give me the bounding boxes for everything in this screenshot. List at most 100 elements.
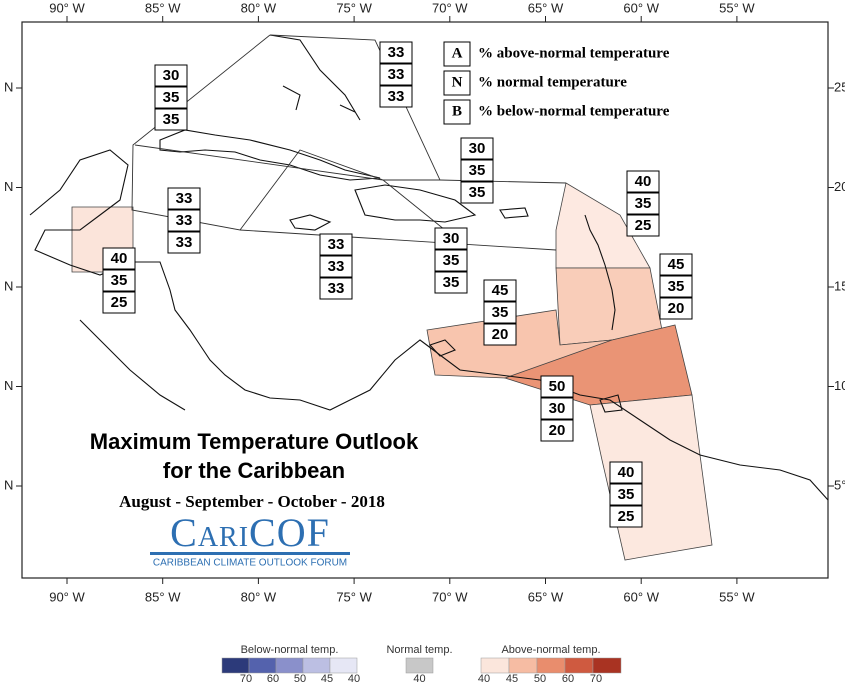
- colorbar-tick: 60: [267, 673, 279, 684]
- colorbar: Below-normal temp. 70 60 50 45 40 Normal temp.…: [221, 644, 622, 684]
- legend: A % above-normal temperature N % normal tem…: [443, 41, 670, 125]
- probability-cell: [167, 231, 201, 254]
- colorbar-tick: 45: [321, 673, 333, 684]
- coastlines: [29, 34, 829, 501]
- lat-label: N: [4, 278, 13, 293]
- probability-cell: [154, 86, 188, 109]
- season: August - September - October - 2018: [119, 492, 385, 511]
- probability-cell: [167, 187, 201, 210]
- probability-cell: [379, 41, 413, 64]
- probability-value: 33: [388, 66, 405, 83]
- probability-cell: [102, 247, 136, 270]
- probability-value: 33: [176, 234, 193, 251]
- lat-label: 5°: [834, 477, 845, 492]
- probability-value: 30: [443, 230, 460, 247]
- probability-value: 20: [492, 326, 509, 343]
- probability-value: 25: [635, 217, 652, 234]
- colorbar-swatch: [508, 657, 538, 674]
- lat-label: N: [4, 179, 13, 194]
- probability-cell: [434, 227, 468, 250]
- lat-label: 25: [834, 79, 845, 94]
- probability-value: 33: [388, 88, 405, 105]
- colorbar-tick: 70: [590, 673, 602, 684]
- lon-label: 70° W: [432, 589, 468, 604]
- lat-label: N: [4, 378, 13, 393]
- probability-value: 20: [549, 422, 566, 439]
- probability-value: 35: [163, 89, 180, 106]
- legend-key: N: [452, 74, 463, 90]
- colorbar-tick: 40: [348, 673, 360, 684]
- colorbar-swatch: [564, 657, 594, 674]
- lon-label: 80° W: [241, 0, 277, 15]
- probability-value: 35: [618, 486, 635, 503]
- colorbar-tick: 50: [534, 673, 546, 684]
- lon-label: 65° W: [528, 589, 564, 604]
- probability-cell: [154, 108, 188, 131]
- lon-label: 75° W: [336, 0, 372, 15]
- lon-label: 60° W: [623, 0, 659, 15]
- probability-value: 45: [668, 256, 685, 273]
- colorbar-swatch: [221, 657, 250, 674]
- probability-cell: [460, 159, 494, 182]
- colorbar-swatch: [405, 657, 434, 674]
- probability-cell: [659, 253, 693, 276]
- probability-value: 30: [163, 67, 180, 84]
- lat-label: 10: [834, 378, 845, 393]
- probability-cell: [102, 291, 136, 314]
- colorbar-tick: 45: [506, 673, 518, 684]
- probability-cell: [626, 170, 660, 193]
- lat-label: N: [4, 79, 13, 94]
- probability-cell: [483, 323, 517, 346]
- probability-boxes: 33 33 33 30 35 35 40 35 25 33 33 33 33 33 33 30 35 35 30 35…: [102, 41, 693, 528]
- legend-key: B: [452, 103, 462, 119]
- probability-cell: [659, 275, 693, 298]
- probability-value: 40: [111, 250, 128, 267]
- probability-cell: [460, 137, 494, 160]
- colorbar-label: Normal temp.: [386, 644, 452, 656]
- probability-cell: [434, 271, 468, 294]
- probability-value: 30: [549, 400, 566, 417]
- legend-text: % normal temperature: [478, 74, 627, 90]
- probability-cell: [626, 192, 660, 215]
- title: Maximum Temperature Outlook: [90, 429, 419, 454]
- probability-cell: [609, 505, 643, 528]
- probability-value: 33: [328, 236, 345, 253]
- lon-label: 55° W: [719, 589, 755, 604]
- lon-label: 75° W: [336, 589, 372, 604]
- probability-value: 35: [163, 111, 180, 128]
- colorbar-swatch: [302, 657, 331, 674]
- lat-label: 20: [834, 179, 845, 194]
- probability-cell: [609, 483, 643, 506]
- colorbar-label: Below-normal temp.: [241, 644, 339, 656]
- legend-text: % below-normal temperature: [478, 103, 670, 119]
- probability-value: 35: [635, 195, 652, 212]
- legend-key: A: [452, 45, 463, 61]
- probability-cell: [434, 249, 468, 272]
- regions: [71, 182, 713, 561]
- probability-cell: [154, 64, 188, 87]
- colorbar-swatch: [275, 657, 304, 674]
- probability-value: 35: [469, 162, 486, 179]
- lat-label: 15: [834, 278, 845, 293]
- lon-label: 70° W: [432, 0, 468, 15]
- lon-label: 55° W: [719, 0, 755, 15]
- probability-value: 20: [668, 300, 685, 317]
- colorbar-swatch: [329, 657, 358, 674]
- legend-text: % above-normal temperature: [478, 45, 670, 61]
- probability-value: 33: [328, 258, 345, 275]
- lat-label: N: [4, 477, 13, 492]
- probability-value: 25: [618, 508, 635, 525]
- legend-key-box: [443, 99, 471, 125]
- probability-cell: [483, 301, 517, 324]
- probability-value: 35: [492, 304, 509, 321]
- probability-cell: [379, 63, 413, 86]
- probability-cell: [379, 85, 413, 108]
- colorbar-tick: 60: [562, 673, 574, 684]
- probability-cell: [540, 397, 574, 420]
- probability-value: 33: [328, 280, 345, 297]
- logo: CariCOF: [170, 510, 330, 555]
- probability-cell: [319, 255, 353, 278]
- probability-cell: [319, 277, 353, 300]
- probability-cell: [460, 181, 494, 204]
